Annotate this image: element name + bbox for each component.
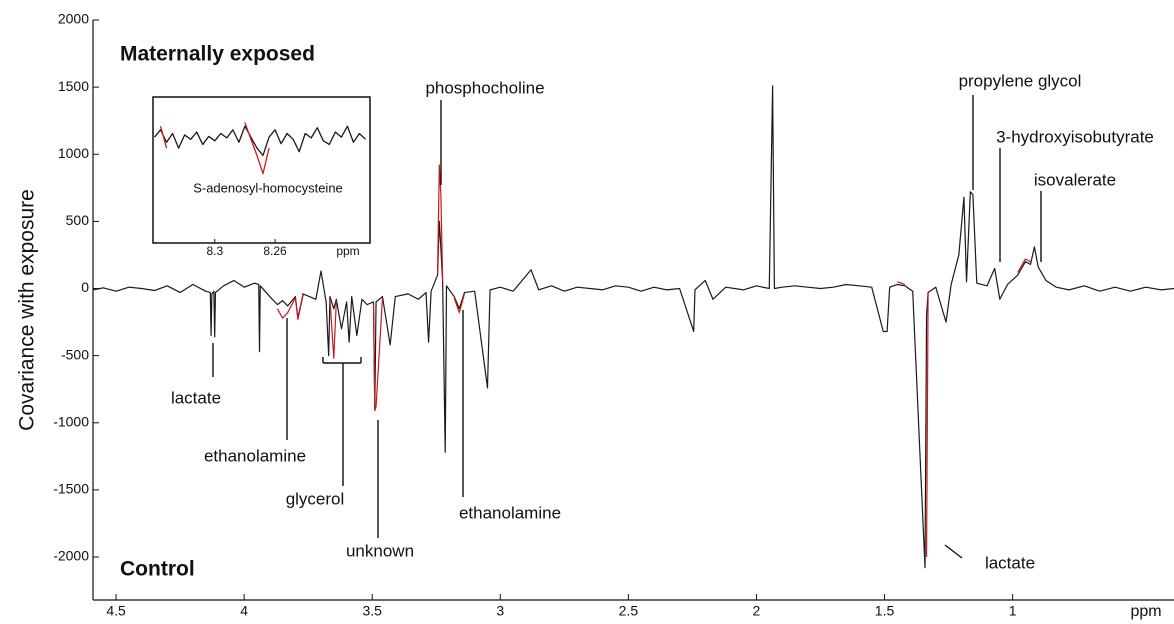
x-tick-label: 1.5 xyxy=(875,603,895,619)
y-tick-label: 0 xyxy=(81,279,89,295)
annotation-pointer xyxy=(944,544,963,559)
spectrum-line xyxy=(244,122,270,175)
y-tick-label: -1000 xyxy=(53,413,89,429)
inset-x-axis-label: ppm xyxy=(336,244,359,258)
annotation: glycerol xyxy=(286,489,345,508)
annotation: propylene glycol xyxy=(959,71,1082,90)
x-tick-label: 2 xyxy=(753,603,761,619)
y-tick-label: 2000 xyxy=(58,11,89,27)
annotation: S-adenosyl-homocysteine xyxy=(193,180,343,195)
x-tick-label: 1 xyxy=(1009,603,1017,619)
y-tick-label: -2000 xyxy=(53,548,89,564)
y-axis-label: Covariance with exposure xyxy=(16,189,39,431)
x-tick-label: 3 xyxy=(496,603,504,619)
spectrum-line xyxy=(92,85,1174,569)
annotation: ethanolamine xyxy=(459,503,561,522)
annotation: lactate xyxy=(171,388,221,407)
spectrum-line xyxy=(372,297,384,412)
annotation: isovalerate xyxy=(1034,170,1116,189)
x-axis-label: ppm xyxy=(1130,603,1161,620)
x-tick-label: 8.26 xyxy=(263,244,287,258)
x-tick-label: 4 xyxy=(240,603,248,619)
y-tick-label: 500 xyxy=(66,212,90,228)
x-tick-label: 8.3 xyxy=(206,244,223,258)
annotation: 3-hydroxyisobutyrate xyxy=(996,127,1154,146)
spectrum-line xyxy=(154,125,366,157)
spectrum-line xyxy=(436,164,444,282)
spectrum-line xyxy=(159,126,168,149)
annotation: ethanolamine xyxy=(204,446,306,465)
annotation: unknown xyxy=(346,541,414,560)
annotation: lactate xyxy=(985,553,1035,572)
spectrum-line xyxy=(453,293,466,314)
y-tick-label: -500 xyxy=(61,346,89,362)
y-tick-label: -1500 xyxy=(53,481,89,497)
spectrum-line xyxy=(925,293,929,558)
spectrum-line xyxy=(1017,258,1031,273)
spectrum-line xyxy=(276,295,304,320)
x-tick-label: 4.5 xyxy=(106,603,126,619)
y-tick-label: 1000 xyxy=(58,145,89,161)
x-tick-label: 3.5 xyxy=(362,603,382,619)
y-tick-label: 1500 xyxy=(58,78,89,94)
annotation: Control xyxy=(120,558,195,581)
spectrum-line xyxy=(897,281,906,286)
annotation: phosphocholine xyxy=(425,78,544,97)
spectrum-line xyxy=(329,299,337,359)
x-tick-label: 2.5 xyxy=(619,603,639,619)
annotation: Maternally exposed xyxy=(120,43,315,66)
